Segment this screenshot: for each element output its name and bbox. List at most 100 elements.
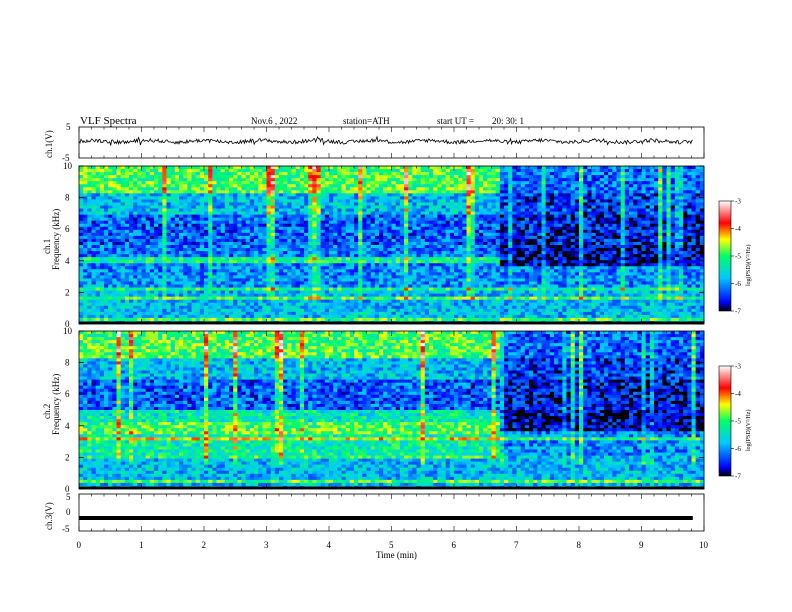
spectrogram-cell	[412, 220, 417, 225]
spectrogram-cell	[587, 214, 592, 219]
spectrogram-cell	[512, 223, 517, 228]
spectrogram-cell	[649, 254, 655, 258]
spectrogram-cell	[520, 223, 526, 228]
spectrogram-cell	[283, 208, 288, 212]
spectrogram-cell	[104, 211, 109, 216]
spectrogram-cell	[237, 260, 242, 264]
spectrogram-cell	[316, 220, 322, 225]
spectrogram-cell	[308, 214, 313, 219]
spectrogram-cell	[341, 245, 347, 249]
spectrogram-cell	[304, 220, 309, 225]
spectrogram-cell	[658, 260, 663, 264]
spectrogram-cell	[687, 199, 692, 203]
spectrogram-cell	[204, 178, 209, 182]
spectrogram-cell	[312, 232, 317, 237]
spectrogram-cell	[462, 169, 467, 173]
spectrogram-cell	[616, 181, 622, 185]
spectrogram-cell	[191, 175, 197, 179]
spectrogram-cell	[345, 260, 351, 264]
spectrogram-cell	[179, 266, 184, 270]
spectrogram-cell	[699, 223, 705, 228]
spectrogram-cell	[674, 220, 680, 225]
spectrogram-cell	[587, 199, 592, 203]
spectrogram-cell	[158, 251, 163, 255]
spectrogram-cell	[687, 166, 692, 170]
spectrogram-cell	[595, 211, 601, 216]
spectrogram-cell	[579, 187, 584, 191]
spectrogram-cell	[433, 178, 438, 182]
spectrogram-cell	[279, 217, 284, 222]
spectrogram-cell	[170, 257, 176, 261]
spectrogram-cell	[320, 205, 326, 209]
spectrogram-cell	[141, 238, 147, 243]
spectrogram-cell	[462, 196, 467, 200]
spectrogram-cell	[262, 248, 267, 252]
spectrogram-cell	[524, 205, 530, 209]
spectrogram-cell	[470, 190, 476, 194]
spectrogram-cell	[274, 254, 280, 258]
spectrogram-cell	[129, 241, 134, 246]
spectrogram-cell	[383, 169, 388, 173]
spectrogram-cell	[616, 263, 622, 267]
spectrogram-cell	[399, 226, 405, 231]
spectrogram-cell	[337, 205, 342, 209]
spectrogram-cell	[245, 190, 251, 194]
spectrogram-cell	[254, 193, 259, 197]
spectrogram-cell	[570, 254, 576, 258]
spectrogram-cell	[116, 248, 122, 252]
spectrogram-cell	[679, 166, 684, 170]
spectrogram-cell	[674, 245, 680, 249]
spectrogram-cell	[241, 248, 247, 252]
spectrogram-cell	[204, 220, 209, 225]
spectrogram-cell	[262, 214, 267, 219]
spectrogram-cell	[683, 169, 688, 173]
spectrogram-cell	[383, 238, 388, 243]
spectrogram-cell	[233, 190, 238, 194]
spectrogram-cell	[204, 248, 209, 252]
spectrogram-cell	[541, 202, 547, 206]
spectrogram-cell	[520, 202, 526, 206]
spectrogram-cell	[220, 175, 226, 179]
spectrogram-cell	[216, 193, 222, 197]
spectrogram-cell	[216, 238, 222, 243]
spectrogram-cell	[249, 251, 255, 255]
spectrogram-cell	[229, 260, 234, 264]
spectrogram-cell	[354, 223, 359, 228]
spectrogram-cell	[295, 254, 301, 258]
spectrogram-cell	[387, 199, 392, 203]
spectrogram-cell	[624, 190, 630, 194]
spectrogram-cell	[108, 205, 113, 209]
spectrogram-cell	[554, 217, 559, 222]
spectrogram-cell	[562, 169, 567, 173]
spectrogram-cell	[533, 190, 538, 194]
spectrogram-cell	[549, 214, 555, 219]
spectrogram-cell	[633, 248, 638, 252]
spectrogram-cell	[324, 217, 330, 222]
spectrogram-cell	[337, 257, 342, 261]
spectrogram-cell	[445, 217, 451, 222]
spectrogram-cell	[429, 178, 434, 182]
spectrogram-cell	[387, 214, 392, 219]
spectrogram-cell	[195, 248, 201, 252]
spectrogram-cell	[145, 251, 151, 255]
spectrogram-cell	[579, 205, 584, 209]
spectrogram-cell	[645, 178, 651, 182]
spectrogram-cell	[549, 199, 555, 203]
spectrogram-cell	[449, 199, 455, 203]
spectrogram-cell	[429, 217, 434, 222]
spectrogram-cell	[554, 211, 559, 216]
spectrogram-cell	[170, 175, 176, 179]
spectrogram-cell	[237, 223, 242, 228]
spectrogram-cell	[566, 263, 572, 267]
spectrogram-cell	[116, 260, 122, 264]
spectrogram-cell	[454, 232, 459, 237]
spectrogram-cell	[145, 226, 151, 231]
spectrogram-cell	[187, 190, 192, 194]
spectrogram-cell	[570, 181, 576, 185]
spectrogram-cell	[691, 193, 697, 197]
spectrogram-cell	[333, 260, 338, 264]
spectrogram-cell	[604, 166, 609, 170]
spectrogram-cell	[399, 190, 405, 194]
spectrogram-cell	[479, 184, 484, 188]
spectrogram-cell	[383, 187, 388, 191]
